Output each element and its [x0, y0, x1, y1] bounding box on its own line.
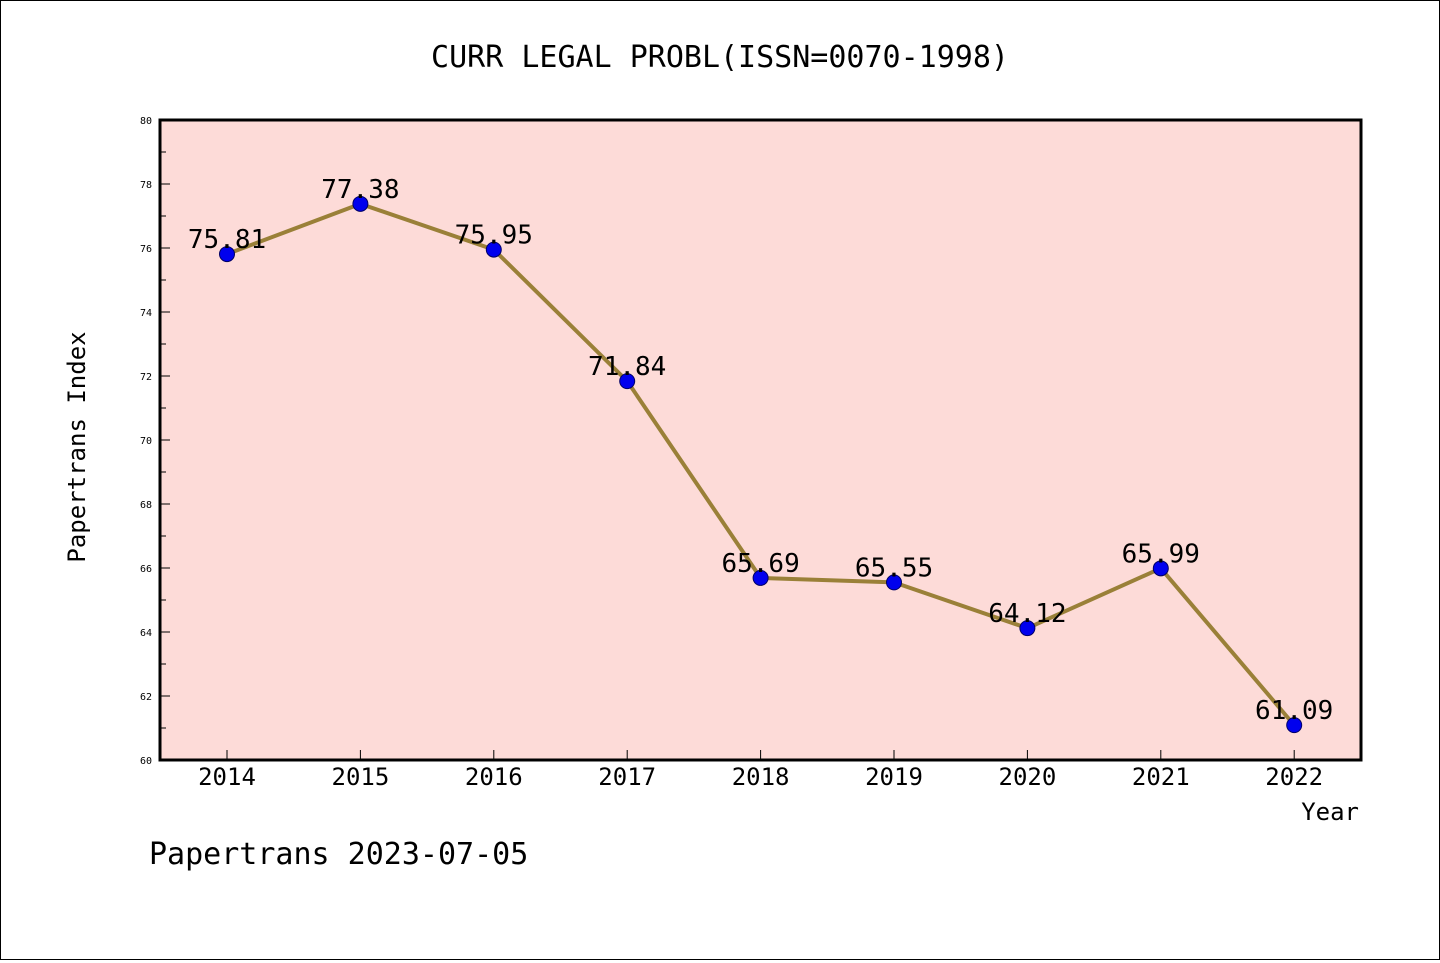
chart-title: CURR LEGAL PROBL(ISSN=0070-1998) [431, 40, 1009, 75]
x-tick-label: 2021 [1132, 763, 1190, 791]
x-tick-label: 2018 [732, 763, 790, 791]
data-label: 65.69 [721, 549, 799, 579]
y-tick-label: 80 [140, 116, 152, 127]
data-label: 75.81 [188, 225, 266, 255]
data-point [886, 574, 902, 591]
series-layer: 75.81 77.38 75.95 71.84 65.69 65.55 64.12 65.99… [188, 175, 1333, 734]
data-label: 65.55 [855, 553, 933, 583]
x-tick-label: 2015 [332, 763, 390, 791]
data-label: 61.09 [1255, 696, 1333, 726]
x-tick-label: 2014 [198, 763, 256, 791]
data-label: 71.84 [588, 352, 666, 382]
plot-frame [158, 118, 1363, 762]
y-tick-label: 72 [140, 372, 152, 383]
data-label: 77.38 [321, 175, 399, 205]
y-tick-label: 78 [140, 180, 152, 191]
x-axis-title: Year [1301, 798, 1359, 826]
data-label: 65.99 [1122, 539, 1200, 569]
y-tick-label: 64 [140, 628, 152, 639]
x-tick-label: 2017 [598, 763, 656, 791]
data-label: 75.95 [455, 221, 533, 251]
x-tick-label: 2020 [999, 763, 1057, 791]
y-tick-label: 60 [140, 756, 152, 767]
plot-area [160, 120, 1361, 760]
y-tick-label: 76 [140, 244, 152, 255]
data-point [619, 373, 636, 390]
data-point [1286, 717, 1303, 734]
data-point [1019, 620, 1036, 637]
data-point [485, 241, 502, 258]
data-label: 64.12 [988, 599, 1066, 629]
data-point [1152, 560, 1169, 577]
y-tick-label: 74 [140, 308, 152, 319]
footer-watermark: Papertrans 2023-07-05 [149, 837, 528, 872]
y-tick-label: 68 [140, 500, 152, 511]
y-tick-label: 66 [140, 564, 152, 575]
x-tick-label: 2022 [1265, 763, 1323, 791]
x-axis: 2014 2015 2016 2017 2018 2019 2020 2021 2022 [198, 750, 1323, 791]
data-point [752, 569, 769, 586]
data-point [219, 246, 235, 263]
data-point [352, 195, 369, 212]
y-tick-label: 70 [140, 436, 152, 447]
y-tick-label: 62 [140, 692, 152, 703]
y-axis-title: Papertrans Index [63, 331, 91, 562]
x-tick-label: 2019 [865, 763, 923, 791]
x-tick-label: 2016 [465, 763, 523, 791]
y-axis: 60 62 64 66 68 70 72 74 76 78 80 [140, 116, 170, 767]
